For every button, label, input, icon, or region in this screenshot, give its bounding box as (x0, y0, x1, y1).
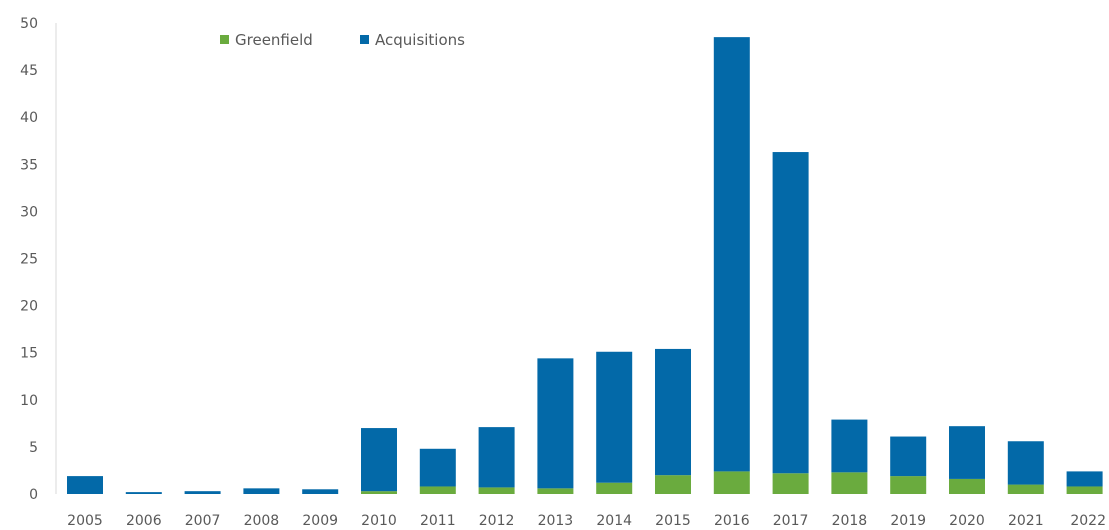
bar-acquisitions-2019 (890, 436, 927, 477)
x-tick-label: 2012 (479, 513, 515, 529)
legend-swatch-acquisitions (360, 35, 369, 44)
y-tick-label: 40 (20, 110, 38, 126)
bar-acquisitions-2012 (478, 427, 515, 488)
bar-greenfield-2016 (713, 471, 750, 494)
bar-acquisitions-2020 (949, 426, 985, 479)
y-tick-label: 50 (20, 16, 38, 32)
y-tick-label: 15 (20, 346, 38, 362)
x-axis-labels: 2005 2006 2007 2008 2009 2010 2011 2012 2013 2014… (67, 513, 1106, 529)
bar-greenfield-2014 (596, 482, 633, 494)
bar-acquisitions-2016 (713, 37, 750, 472)
legend-swatch-greenfield (220, 35, 229, 44)
y-tick-label: 30 (20, 204, 38, 220)
y-tick-label: 10 (20, 393, 38, 409)
x-tick-label: 2011 (420, 513, 456, 529)
bar-acquisitions-2009 (302, 489, 339, 494)
bar-acquisitions-2008 (243, 488, 280, 494)
x-tick-label: 2007 (185, 513, 221, 529)
x-tick-label: 2020 (949, 513, 985, 529)
y-axis-labels: 0 5 10 15 20 25 30 35 40 45 50 (20, 16, 38, 503)
y-tick-label: 25 (20, 252, 38, 268)
y-tick-label: 35 (20, 157, 38, 173)
y-tick-label: 45 (20, 63, 38, 79)
bar-acquisitions-2022 (1066, 471, 1103, 487)
bar-acquisitions-2006 (125, 492, 162, 494)
bar-acquisitions-2013 (537, 358, 574, 489)
y-tick-label: 0 (29, 487, 38, 503)
bar-acquisitions-2017 (772, 152, 809, 474)
x-tick-label: 2022 (1070, 513, 1106, 529)
bars (67, 37, 1103, 494)
bar-acquisitions-2015 (655, 348, 691, 476)
x-tick-label: 2021 (1008, 513, 1044, 529)
bar-acquisitions-2018 (831, 419, 868, 473)
legend: Greenfield Acquisitions (220, 31, 465, 49)
bar-greenfield-2012 (478, 487, 515, 494)
x-tick-label: 2015 (655, 513, 691, 529)
bar-greenfield-2021 (1007, 484, 1044, 494)
bar-acquisitions-2007 (184, 491, 221, 494)
x-tick-label: 2016 (714, 513, 750, 529)
bar-acquisitions-2011 (419, 448, 456, 487)
bar-greenfield-2015 (655, 475, 691, 494)
y-tick-label: 5 (29, 440, 38, 456)
bar-acquisitions-2014 (596, 351, 633, 483)
x-tick-label: 2014 (596, 513, 632, 529)
x-tick-label: 2010 (361, 513, 397, 529)
x-tick-label: 2005 (67, 513, 103, 529)
x-tick-label: 2017 (773, 513, 809, 529)
x-tick-label: 2009 (302, 513, 338, 529)
bar-greenfield-2017 (772, 473, 809, 494)
bar-greenfield-2019 (890, 476, 927, 494)
bar-greenfield-2022 (1066, 486, 1103, 494)
x-tick-label: 2006 (126, 513, 162, 529)
bar-acquisitions-2010 (361, 428, 397, 492)
bar-greenfield-2013 (537, 488, 574, 494)
bar-acquisitions-2005 (67, 476, 103, 494)
bar-greenfield-2010 (361, 491, 397, 494)
y-tick-label: 20 (20, 299, 38, 315)
legend-label-greenfield: Greenfield (235, 31, 313, 49)
x-tick-label: 2013 (538, 513, 574, 529)
x-tick-label: 2018 (832, 513, 868, 529)
bar-greenfield-2011 (419, 486, 456, 494)
x-tick-label: 2008 (244, 513, 280, 529)
bar-greenfield-2020 (949, 478, 985, 494)
bar-acquisitions-2021 (1007, 441, 1044, 485)
legend-label-acquisitions: Acquisitions (375, 31, 465, 49)
bar-greenfield-2018 (831, 472, 868, 494)
x-tick-label: 2019 (890, 513, 926, 529)
